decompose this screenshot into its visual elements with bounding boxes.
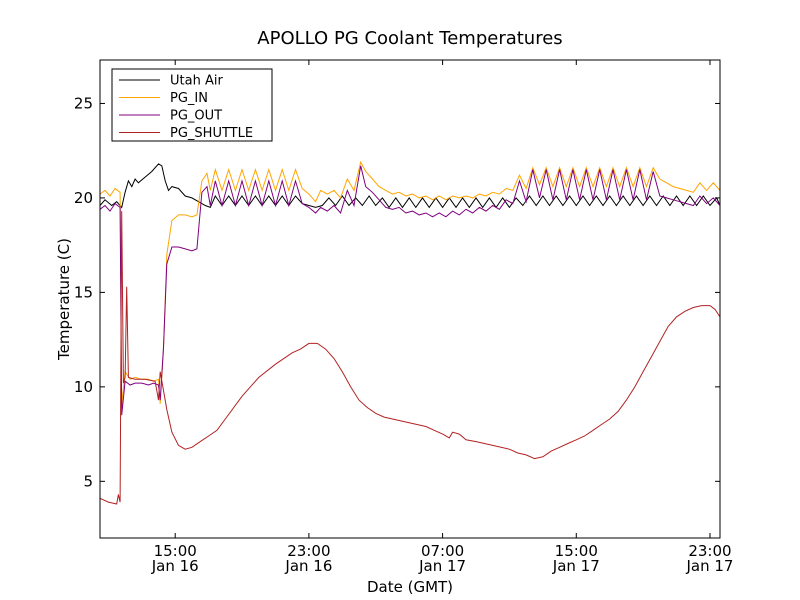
chart-title: APOLLO PG Coolant Temperatures [257,28,562,49]
legend-label: Utah Air [170,74,223,89]
legend-label: PG_SHUTTLE [170,126,253,141]
x-tick-label: 23:00 [688,542,731,560]
x-tick-sublabel: Jan 17 [418,557,466,575]
x-tick-sublabel: Jan 17 [685,557,733,575]
x-tick-sublabel: Jan 17 [552,557,600,575]
y-axis: 5 10 15 20 25 [74,94,720,490]
x-tick-sublabel: Jan 16 [151,557,199,575]
series-line-pg-out [100,165,720,416]
x-axis-title: Date (GMT) [367,578,453,596]
x-tick-label: 23:00 [287,542,330,560]
legend-label: PG_OUT [170,109,222,124]
x-tick-label: 15:00 [555,542,598,560]
legend-frame [111,68,273,142]
plot-frame [99,59,721,539]
y-tick-label: 15 [74,283,93,301]
legend: Utah Air PG_IN PG_OUT PG_SHUTTLE [111,68,273,142]
y-tick-label: 20 [74,189,93,207]
series-line-pg-shuttle [100,211,720,505]
y-tick-label: 25 [74,94,93,112]
x-tick-sublabel: Jan 16 [284,557,332,575]
legend-label: PG_IN [170,91,208,106]
series-line-pg-in [100,160,720,406]
y-tick-label: 5 [83,472,93,490]
x-tick-label: 07:00 [421,542,464,560]
series-line-utah-air [100,163,720,209]
y-tick-label: 10 [74,378,93,396]
x-tick-label: 15:00 [154,542,197,560]
y-axis-title: Temperature (C) [55,238,73,361]
series-layer [100,160,720,505]
